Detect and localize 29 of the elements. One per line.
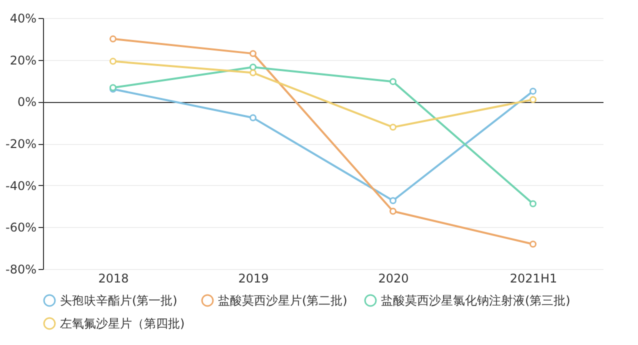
point bbox=[390, 208, 396, 215]
x-tick-label: 2019 bbox=[238, 272, 269, 286]
x-tick-label: 2018 bbox=[98, 272, 129, 286]
point bbox=[530, 240, 536, 248]
y-tick-label: -40% bbox=[5, 178, 36, 193]
point bbox=[250, 64, 256, 71]
x-tick-label: 2021H1 bbox=[510, 272, 558, 286]
y-tick-label: -80% bbox=[5, 262, 36, 276]
legend-label: 左氧氟沙星片（第四批) bbox=[60, 316, 185, 330]
y-tick-label: -60% bbox=[5, 220, 36, 235]
y-tick-label: -20% bbox=[5, 137, 36, 151]
point bbox=[390, 197, 396, 204]
legend-label: 头孢呋辛酯片(第一批) bbox=[60, 294, 178, 308]
x-tick-label: 2020 bbox=[378, 272, 409, 286]
point bbox=[390, 78, 396, 86]
point bbox=[250, 50, 256, 58]
point bbox=[530, 88, 536, 95]
point bbox=[110, 35, 116, 42]
point bbox=[530, 96, 536, 104]
y-tick-label: 0% bbox=[17, 95, 36, 110]
y-tick-label: 40% bbox=[10, 12, 36, 26]
legend-label: 盐酸莫西沙星片(第二批) bbox=[218, 294, 348, 308]
point bbox=[250, 69, 256, 76]
legend-label: 盐酸莫西沙星氯化钠注射液(第三批) bbox=[381, 294, 570, 308]
point bbox=[530, 200, 536, 208]
point bbox=[110, 58, 116, 65]
point bbox=[390, 124, 396, 131]
point bbox=[250, 114, 256, 122]
y-tick-label: 20% bbox=[10, 53, 36, 68]
